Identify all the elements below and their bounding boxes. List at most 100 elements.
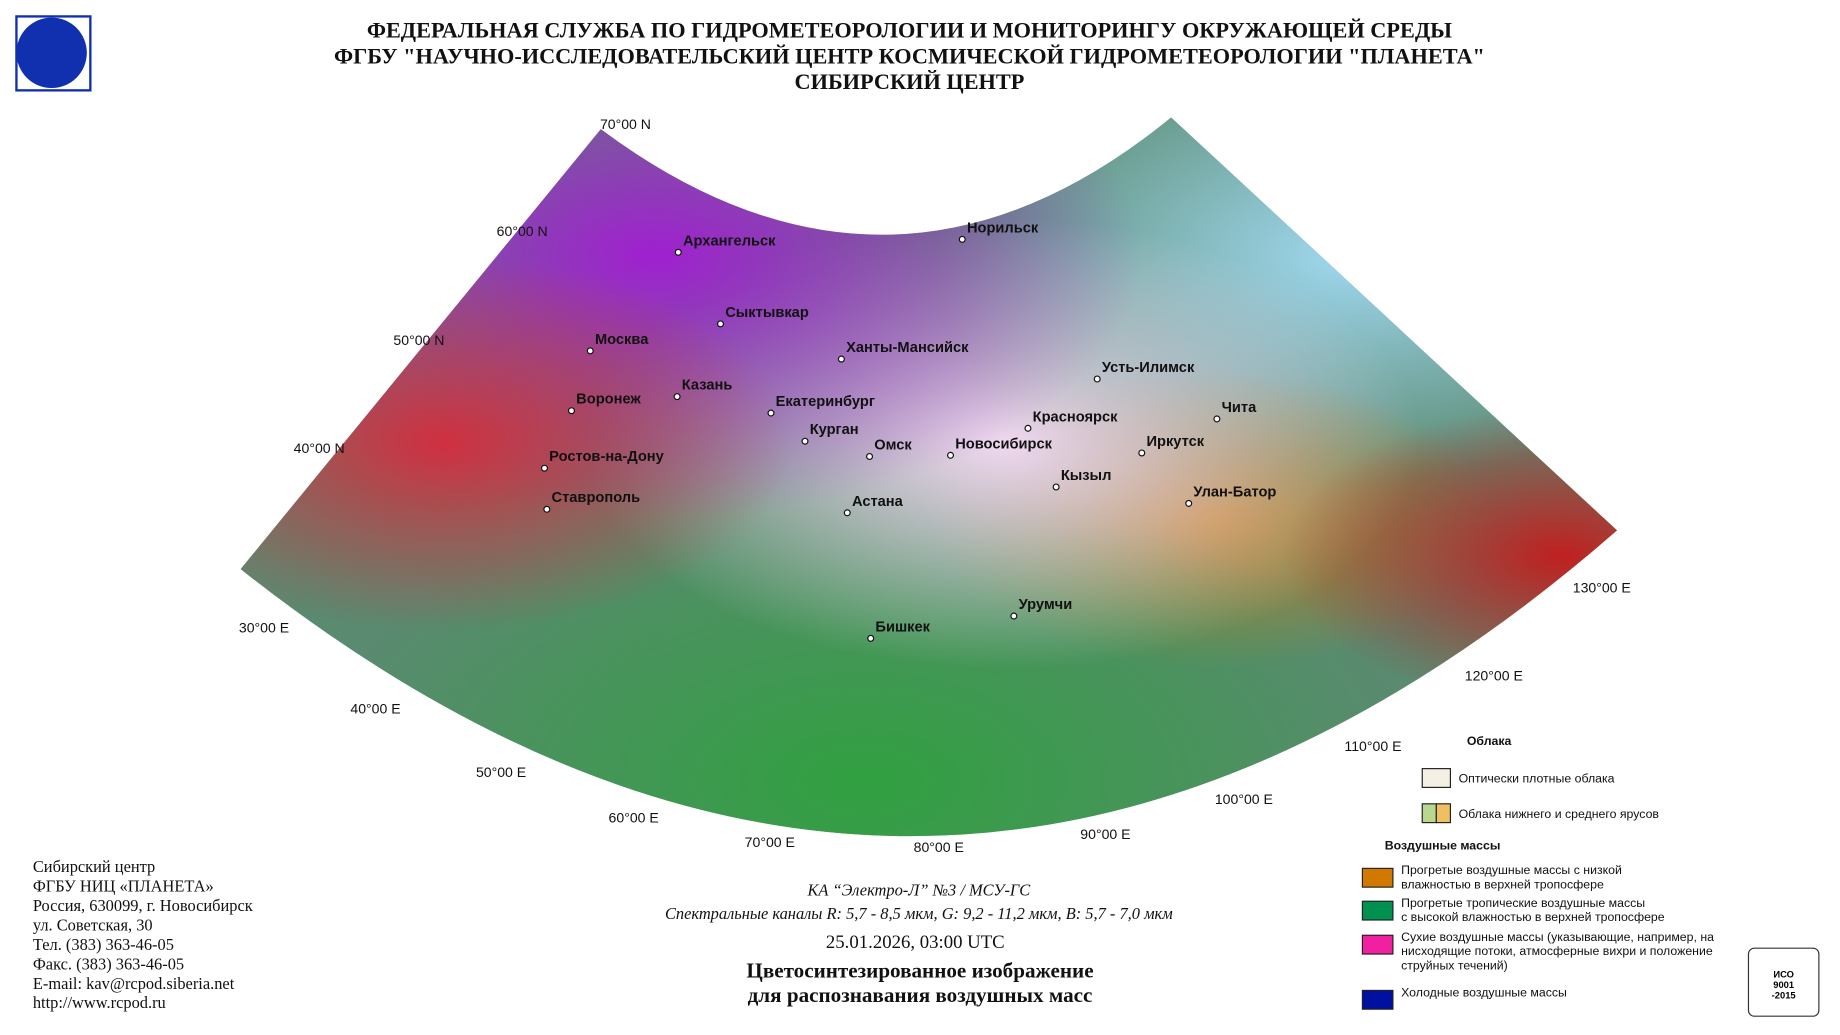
city-dot — [1138, 449, 1146, 457]
contact-line: http://www.rcpod.ru — [33, 993, 166, 1012]
longitude-label: 120°00 E — [1465, 668, 1523, 684]
legend-label: нисходящие потоки, атмосферные вихри и п… — [1401, 944, 1713, 958]
legend-label: Прогретые тропичеcкие воздушные массы — [1401, 896, 1645, 910]
legend: Облака Оптически плотные облака Облака ниж… — [1361, 734, 1714, 1010]
caption-title: Цветосинтезированное изображение — [746, 958, 1093, 982]
legend-swatch — [1361, 867, 1394, 888]
city-label: Воронеж — [576, 392, 641, 408]
city-dot — [586, 347, 594, 355]
latitude-label: 60°00 N — [497, 223, 548, 239]
city-label: Красноярск — [1033, 409, 1118, 425]
city-label: Чита — [1222, 400, 1257, 416]
longitude-label: 50°00 E — [476, 764, 526, 780]
longitude-label: 30°00 E — [239, 619, 289, 635]
city-dot — [837, 355, 845, 363]
longitude-label: 130°00 E — [1573, 580, 1631, 596]
city-label: Омск — [874, 437, 912, 453]
legend-label: влажностью в верхней тропосфере — [1401, 877, 1604, 891]
longitude-label: 40°00 E — [350, 700, 400, 716]
city-label: Екатеринбург — [776, 394, 875, 410]
iso-badge — [1747, 947, 1820, 1017]
legend-swatch — [1361, 900, 1394, 921]
city-dot — [567, 407, 575, 415]
latitude-label: 70°00 N — [600, 116, 651, 132]
city-label: Новосибирск — [955, 436, 1052, 452]
contact-line: Россия, 630099, г. Новосибирск — [33, 896, 253, 915]
legend-label: Холодные воздушные массы — [1401, 985, 1567, 999]
logo-frame — [15, 15, 92, 92]
caption-datetime: 25.01.2026, 03:00 UTC — [826, 932, 1005, 953]
city-dot — [1213, 415, 1221, 423]
city-dot — [716, 320, 725, 328]
city-label: Улан-Батор — [1193, 484, 1276, 500]
caption-channels: Спектральные каналы R: 5,7 - 8,5 мкм, G:… — [665, 904, 1173, 923]
legend-swatch — [1361, 934, 1394, 955]
badge-text: 9001 — [1773, 980, 1794, 990]
logo — [16, 17, 87, 89]
contact-line: ул. Советская, 30 — [33, 915, 153, 934]
city-dot — [1052, 483, 1060, 491]
city-dot — [1010, 612, 1018, 620]
city-dot — [843, 509, 851, 517]
legend-swatch — [1421, 803, 1437, 824]
latitude-label: 40°00 N — [294, 440, 345, 456]
legend-label: с высокой влажностью в верхней тропосфер… — [1401, 910, 1665, 924]
city-dot — [767, 409, 775, 417]
city-label: Кызыл — [1061, 468, 1112, 484]
longitude-label: 70°00 E — [745, 834, 795, 850]
contact-line: E-mail: kav@rcpod.siberia.net — [33, 974, 235, 993]
legend-swatch — [1421, 768, 1451, 788]
badge-text: -2015 — [1772, 991, 1796, 1001]
satellite-image — [240, 117, 1618, 837]
city-dot — [674, 248, 682, 256]
legend-swatch — [1361, 989, 1394, 1010]
city-dot — [946, 451, 955, 459]
city-label: Урумчи — [1019, 597, 1073, 613]
map-labels: 70°00 N 60°00 N 50°00 N 40°00 N 30°00 E 40°00… — [239, 116, 1631, 855]
city-dot — [866, 452, 874, 460]
legend-swatch — [1435, 803, 1451, 824]
caption-title: для распознавания воздушных масс — [748, 983, 1093, 1007]
contact-line: ФГБУ НИЦ «ПЛАНЕТА» — [33, 876, 214, 895]
badge-text: ИСО — [1773, 969, 1794, 979]
header-line: ФЕДЕРАЛЬНАЯ СЛУЖБА ПО ГИДРОМЕТЕОРОЛОГИИ … — [367, 18, 1452, 43]
city-label: Норильск — [967, 220, 1039, 236]
legend-label: Оптически плотные облака — [1459, 772, 1615, 786]
city-dot — [1024, 424, 1032, 432]
city-label: Сыктывкар — [725, 305, 809, 321]
legend-heading: Облака — [1467, 734, 1512, 748]
city-label: Москва — [595, 332, 649, 348]
city-dot — [673, 393, 681, 401]
city-dot — [801, 437, 809, 445]
city-dot — [1093, 375, 1101, 383]
legend-label: Сухие воздушные массы (указывающие, напр… — [1401, 930, 1714, 944]
contact-line: Сибирский центр — [33, 857, 155, 876]
contact-line: Факс. (383) 363-46-05 — [33, 954, 184, 973]
city-label: Курган — [810, 422, 859, 438]
city-dot — [543, 505, 551, 513]
longitude-label: 100°00 E — [1215, 791, 1273, 807]
contact-line: Тел. (383) 363-46-05 — [33, 935, 174, 954]
longitude-label: 60°00 E — [609, 810, 659, 826]
legend-heading: Воздушные массы — [1385, 839, 1501, 853]
legend-label: Прогретые воздушные массы с низкой — [1401, 863, 1622, 877]
latitude-label: 50°00 N — [393, 332, 444, 348]
header-line: СИБИРСКИЙ ЦЕНТР — [795, 69, 1025, 94]
caption-satellite: КА “Электро-Л” №3 / МСУ-ГС — [806, 880, 1031, 899]
city-label: Астана — [852, 494, 904, 510]
city-label: Иркутск — [1146, 434, 1204, 450]
city-label: Казань — [682, 378, 733, 394]
longitude-label: 80°00 E — [914, 839, 964, 855]
city-dot — [1185, 499, 1193, 507]
city-label: Ростов-на-Дону — [549, 449, 664, 465]
city-label: Бишкек — [875, 619, 930, 635]
city-dot — [540, 464, 549, 472]
city-label: Усть-Илимск — [1102, 360, 1195, 376]
city-label: Архангельск — [683, 233, 776, 249]
longitude-label: 90°00 E — [1080, 826, 1130, 842]
city-label: Ханты-Мансийск — [846, 340, 969, 356]
header-line: ФГБУ "НАУЧНО-ИССЛЕДОВАТЕЛЬСКИЙ ЦЕНТР КОС… — [334, 43, 1485, 68]
city-dot — [867, 634, 875, 642]
city-dot — [958, 235, 966, 243]
